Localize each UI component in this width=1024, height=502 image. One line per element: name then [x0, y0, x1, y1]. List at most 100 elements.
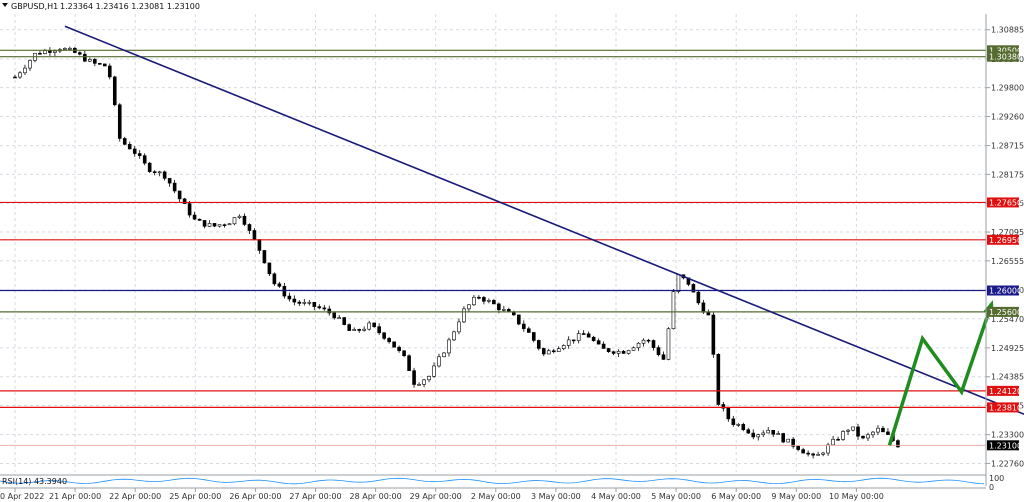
- candle-body: [93, 59, 97, 64]
- candle-body: [706, 312, 711, 316]
- candle-body: [871, 431, 875, 436]
- forecast-arrow: [887, 300, 994, 446]
- level-tag-label: 1.24120: [989, 387, 1022, 396]
- candle-body: [482, 297, 486, 302]
- candle-body: [771, 429, 776, 435]
- x-tick-label: 25 Apr 00:00: [169, 492, 221, 501]
- candle-body: [292, 298, 297, 303]
- candle-body: [63, 48, 67, 50]
- rsi-scale-bottom: 0: [989, 483, 994, 492]
- level-tag-0: [987, 45, 1019, 56]
- candle-body: [791, 438, 795, 447]
- candle-body: [851, 426, 855, 431]
- candle-body: [711, 314, 716, 355]
- level-tag-8: [987, 440, 1019, 451]
- candle-body: [98, 63, 102, 65]
- candle-body: [227, 223, 232, 226]
- candle-body: [68, 47, 72, 50]
- downtrend-line[interactable]: [64, 25, 1024, 426]
- candle-body: [88, 59, 92, 62]
- candle-body: [83, 53, 87, 62]
- candle-body: [836, 438, 840, 441]
- y-tick-label: 1.30885: [991, 26, 1024, 35]
- x-tick-label: 22 Apr 00:00: [109, 492, 161, 501]
- level-tag-label: 1.23100: [989, 441, 1022, 450]
- candle-body: [452, 331, 456, 341]
- candle-body: [526, 328, 531, 333]
- candle-body: [332, 312, 337, 319]
- candle-body: [462, 308, 466, 323]
- candle-body: [811, 453, 815, 456]
- level-tag-7: [987, 402, 1019, 413]
- x-tick-label: 29 Apr 00:00: [410, 492, 462, 501]
- candle-body: [342, 317, 347, 325]
- candle-body: [317, 306, 322, 309]
- chart-grid: [0, 14, 986, 472]
- level-tag-label: 1.26000: [989, 287, 1022, 296]
- candle-body: [551, 350, 556, 353]
- price-axis: 1.308851.303401.298001.292601.287151.281…: [986, 26, 1024, 468]
- candle-body: [277, 283, 282, 287]
- candle-body: [422, 379, 426, 385]
- level-tag-2: [987, 197, 1019, 208]
- candle-body: [282, 285, 287, 297]
- candle-body: [821, 452, 825, 455]
- candle-body: [601, 343, 606, 349]
- candle-body: [761, 432, 766, 435]
- candle-body: [267, 262, 272, 275]
- candle-body: [881, 427, 885, 433]
- candle-body: [78, 52, 82, 55]
- candle-body: [616, 350, 621, 354]
- dropdown-triangle-icon[interactable]: [2, 3, 8, 7]
- candle-body: [856, 426, 860, 437]
- candle-body: [656, 347, 661, 356]
- candle-body: [661, 354, 666, 360]
- candle-body: [606, 348, 611, 352]
- candle-body: [671, 291, 676, 330]
- candle-body: [472, 296, 476, 306]
- candle-body: [626, 350, 631, 354]
- y-tick-label: 1.24925: [991, 344, 1024, 353]
- candle-body: [352, 329, 357, 331]
- candle-body: [377, 326, 381, 334]
- candle-body: [172, 182, 177, 192]
- x-tick-label: 6 May 00:00: [711, 492, 761, 501]
- forecast-path[interactable]: [887, 303, 994, 446]
- level-tag-label: 1.23810: [989, 403, 1022, 412]
- candle-body: [517, 314, 521, 325]
- candle-body: [786, 438, 790, 443]
- candle-body: [207, 223, 212, 227]
- candle-body: [372, 322, 376, 327]
- candle-body: [38, 52, 42, 55]
- candle-body: [696, 291, 701, 304]
- candle-body: [53, 50, 57, 53]
- candle-body: [337, 317, 342, 319]
- candle-body: [357, 329, 361, 331]
- level-tag-5: [987, 306, 1019, 317]
- candle-body: [237, 215, 242, 218]
- candle-body: [212, 223, 217, 227]
- candle-body: [402, 350, 406, 357]
- candle-body: [18, 72, 22, 78]
- candle-body: [586, 333, 591, 338]
- candle-body: [242, 215, 247, 225]
- level-tag-label: 1.30500: [989, 46, 1022, 55]
- candle-body: [502, 309, 506, 311]
- candle-body: [816, 454, 820, 456]
- candle-body: [157, 171, 162, 174]
- candle-body: [257, 239, 262, 251]
- candle-body: [746, 429, 751, 434]
- candle-body: [826, 444, 830, 454]
- x-tick-label: 4 May 00:00: [591, 492, 641, 501]
- y-tick-label: 1.29260: [991, 112, 1024, 121]
- candle-body: [621, 350, 626, 354]
- candle-body: [846, 429, 850, 432]
- y-tick-label: 1.25470: [991, 315, 1024, 324]
- symbol-timeframe-label: GBPUSD,H1: [11, 2, 58, 11]
- candle-body: [716, 354, 721, 405]
- ohlc-values-label: 1.23364 1.23416 1.23081 1.23100: [60, 2, 200, 11]
- candle-body: [522, 323, 526, 330]
- candle-body: [122, 138, 127, 145]
